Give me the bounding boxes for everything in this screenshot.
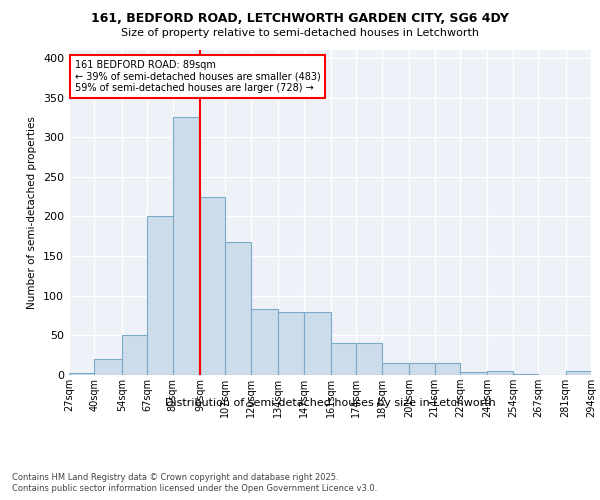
- Text: Contains HM Land Registry data © Crown copyright and database right 2025.: Contains HM Land Registry data © Crown c…: [12, 472, 338, 482]
- Bar: [434, 363, 460, 375]
- Text: 161, BEDFORD ROAD, LETCHWORTH GARDEN CITY, SG6 4DY: 161, BEDFORD ROAD, LETCHWORTH GARDEN CIT…: [91, 12, 509, 26]
- Bar: [94, 359, 122, 375]
- Bar: [226, 242, 251, 375]
- Bar: [304, 312, 331, 375]
- Bar: [200, 196, 226, 375]
- Bar: [173, 118, 200, 375]
- Bar: [251, 309, 278, 375]
- Bar: [460, 372, 487, 375]
- Text: Size of property relative to semi-detached houses in Letchworth: Size of property relative to semi-detach…: [121, 28, 479, 38]
- Bar: [487, 371, 513, 375]
- Bar: [356, 344, 382, 375]
- Text: Contains public sector information licensed under the Open Government Licence v3: Contains public sector information licen…: [12, 484, 377, 493]
- Text: Distribution of semi-detached houses by size in Letchworth: Distribution of semi-detached houses by …: [164, 398, 496, 407]
- Bar: [122, 336, 147, 375]
- Bar: [566, 371, 591, 375]
- Bar: [331, 344, 356, 375]
- Y-axis label: Number of semi-detached properties: Number of semi-detached properties: [28, 116, 37, 309]
- Bar: [591, 374, 600, 375]
- Bar: [513, 374, 538, 375]
- Bar: [278, 312, 304, 375]
- Text: 161 BEDFORD ROAD: 89sqm
← 39% of semi-detached houses are smaller (483)
59% of s: 161 BEDFORD ROAD: 89sqm ← 39% of semi-de…: [75, 60, 320, 92]
- Bar: [147, 216, 173, 375]
- Bar: [382, 363, 409, 375]
- Bar: [69, 372, 94, 375]
- Bar: [409, 363, 434, 375]
